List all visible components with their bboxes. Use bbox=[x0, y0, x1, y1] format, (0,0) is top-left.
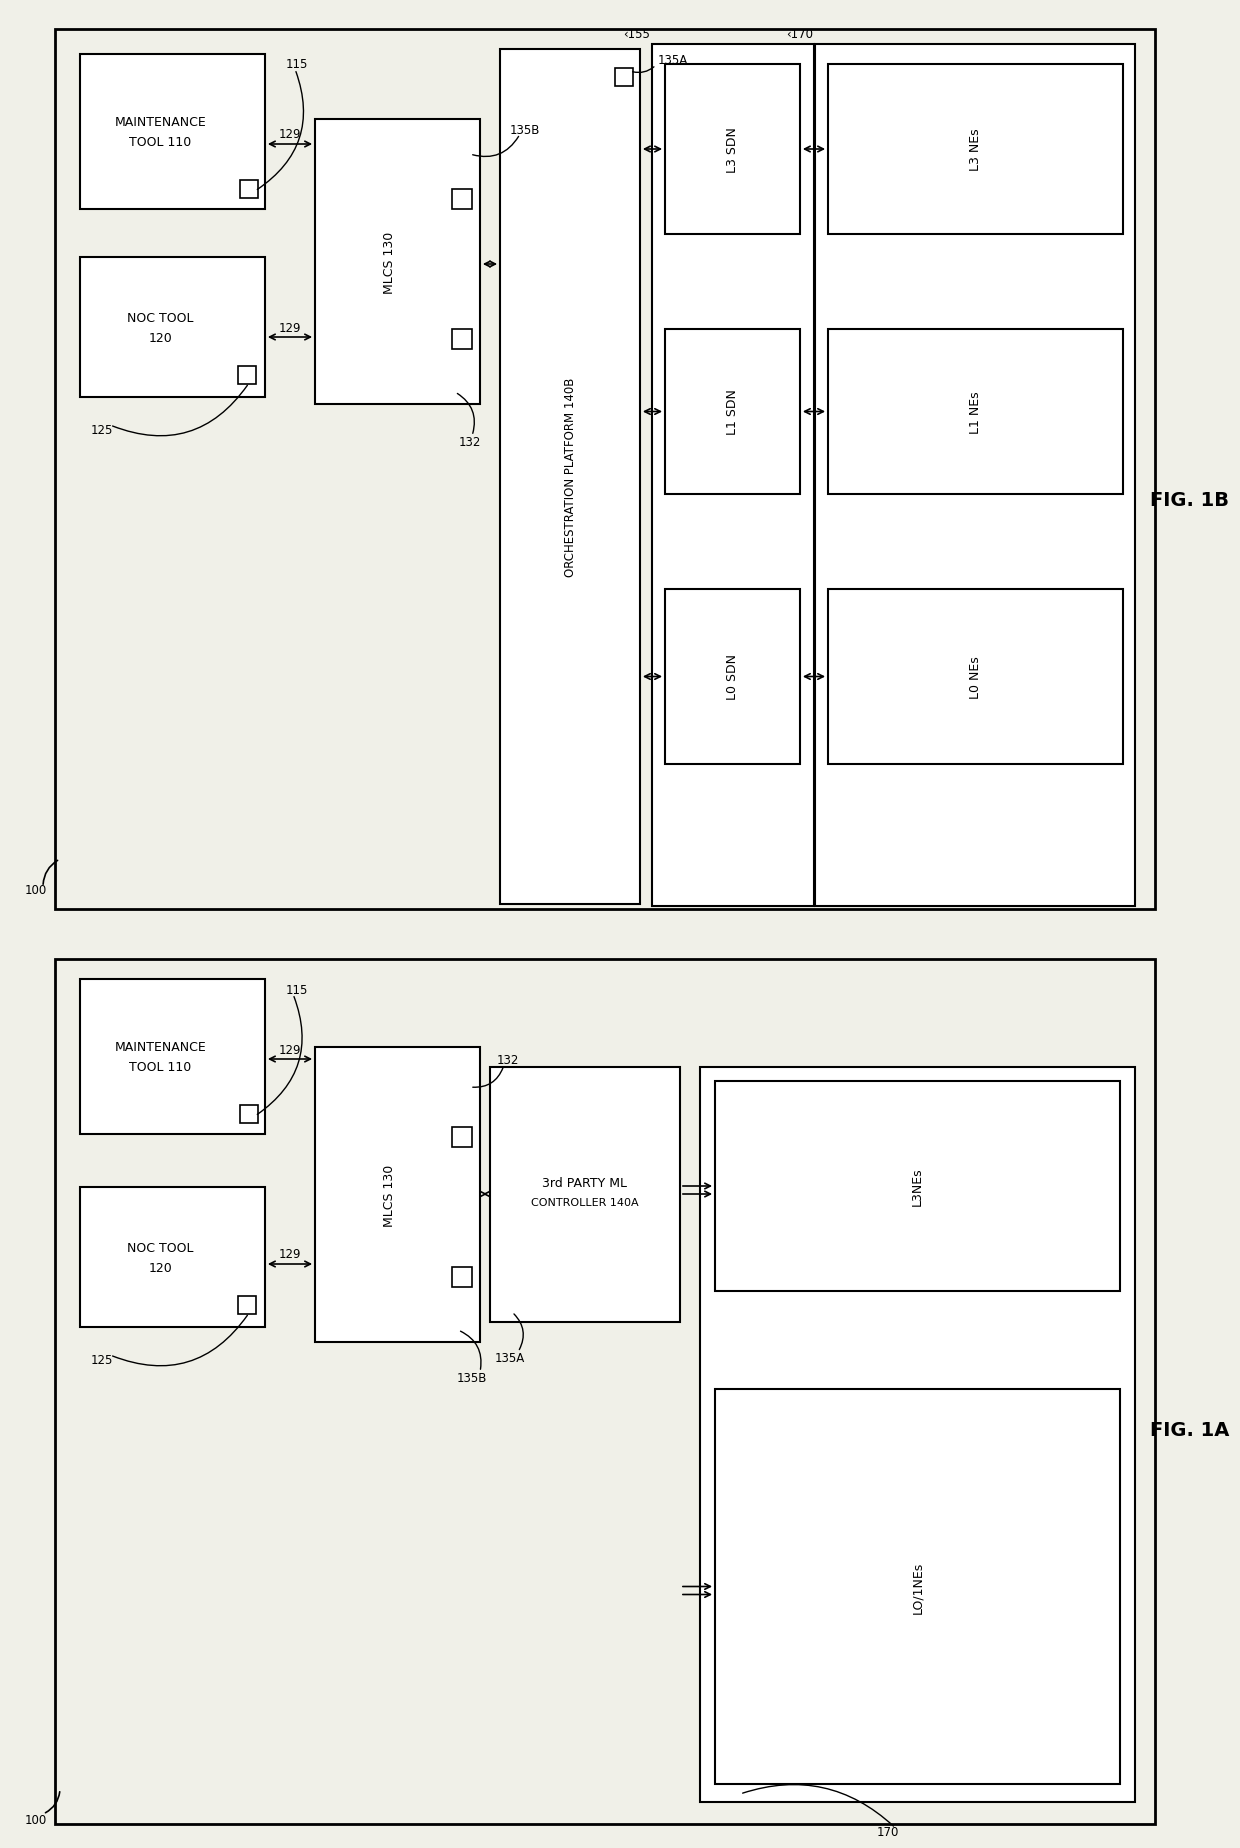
Text: NOC TOOL: NOC TOOL bbox=[128, 1240, 193, 1253]
Text: MAINTENANCE: MAINTENANCE bbox=[114, 116, 206, 129]
Bar bbox=[665, 329, 800, 495]
Bar bbox=[665, 590, 800, 765]
Bar bbox=[490, 1068, 680, 1323]
Bar bbox=[828, 329, 1123, 495]
Text: ORCHESTRATION PLATFORM 140B: ORCHESTRATION PLATFORM 140B bbox=[563, 377, 577, 577]
Bar bbox=[315, 120, 480, 405]
Bar bbox=[81, 979, 265, 1135]
Bar bbox=[241, 1105, 258, 1124]
Text: FIG. 1B: FIG. 1B bbox=[1151, 490, 1230, 510]
Text: 132: 132 bbox=[497, 1053, 520, 1066]
Bar bbox=[55, 30, 1154, 909]
Bar bbox=[453, 1127, 472, 1148]
Bar bbox=[828, 590, 1123, 765]
Text: 135A: 135A bbox=[658, 54, 688, 67]
Text: L3NEs: L3NEs bbox=[911, 1168, 924, 1205]
Text: LO/1NEs: LO/1NEs bbox=[911, 1560, 924, 1613]
Bar bbox=[238, 366, 255, 384]
Text: CONTROLLER 140A: CONTROLLER 140A bbox=[531, 1198, 639, 1209]
Text: 129: 129 bbox=[279, 128, 301, 142]
Text: 135B: 135B bbox=[510, 124, 541, 137]
Bar bbox=[652, 44, 813, 907]
Bar bbox=[815, 44, 1135, 907]
Bar bbox=[715, 1081, 1120, 1292]
Bar bbox=[81, 1188, 265, 1327]
Text: L0 SDN: L0 SDN bbox=[725, 654, 739, 700]
Text: L1 SDN: L1 SDN bbox=[725, 390, 739, 434]
Bar bbox=[500, 50, 640, 904]
Text: L1 NEs: L1 NEs bbox=[968, 392, 982, 434]
Text: 3rd PARTY ML: 3rd PARTY ML bbox=[543, 1177, 627, 1190]
Bar bbox=[55, 959, 1154, 1824]
Bar bbox=[453, 329, 472, 349]
Bar bbox=[238, 1295, 255, 1314]
Bar bbox=[315, 1048, 480, 1342]
Text: 170: 170 bbox=[877, 1826, 899, 1839]
Bar bbox=[453, 1268, 472, 1288]
Bar bbox=[81, 259, 265, 397]
Text: MAINTENANCE: MAINTENANCE bbox=[114, 1040, 206, 1053]
Bar bbox=[453, 190, 472, 211]
Text: 120: 120 bbox=[149, 1260, 172, 1273]
Bar bbox=[701, 1068, 1135, 1802]
Text: 129: 129 bbox=[279, 1247, 301, 1260]
Text: 129: 129 bbox=[279, 322, 301, 334]
Bar bbox=[715, 1390, 1120, 1783]
Bar bbox=[81, 55, 265, 211]
Text: 100: 100 bbox=[25, 883, 47, 896]
Text: ‹170: ‹170 bbox=[786, 28, 813, 41]
Text: TOOL 110: TOOL 110 bbox=[129, 137, 192, 150]
Text: TOOL 110: TOOL 110 bbox=[129, 1061, 192, 1074]
Bar bbox=[665, 65, 800, 235]
Text: 125: 125 bbox=[91, 1353, 113, 1366]
Text: FIG. 1A: FIG. 1A bbox=[1151, 1419, 1230, 1440]
Text: 132: 132 bbox=[459, 436, 481, 449]
Text: 115: 115 bbox=[285, 983, 309, 996]
Text: 135A: 135A bbox=[495, 1351, 525, 1364]
Text: L3 NEs: L3 NEs bbox=[968, 129, 982, 172]
Text: 135B: 135B bbox=[456, 1371, 487, 1384]
Text: 125: 125 bbox=[91, 423, 113, 436]
Text: 100: 100 bbox=[25, 1813, 47, 1826]
Bar bbox=[615, 68, 632, 87]
Bar bbox=[241, 181, 258, 200]
Text: 120: 120 bbox=[149, 331, 172, 344]
Text: L3 SDN: L3 SDN bbox=[725, 128, 739, 174]
Text: 115: 115 bbox=[285, 59, 309, 72]
Text: L0 NEs: L0 NEs bbox=[968, 656, 982, 699]
Text: NOC TOOL: NOC TOOL bbox=[128, 310, 193, 325]
Bar bbox=[828, 65, 1123, 235]
Text: MLCS 130: MLCS 130 bbox=[383, 1164, 396, 1225]
Text: ‹155: ‹155 bbox=[624, 28, 650, 41]
Text: 129: 129 bbox=[279, 1042, 301, 1055]
Text: MLCS 130: MLCS 130 bbox=[383, 231, 396, 294]
